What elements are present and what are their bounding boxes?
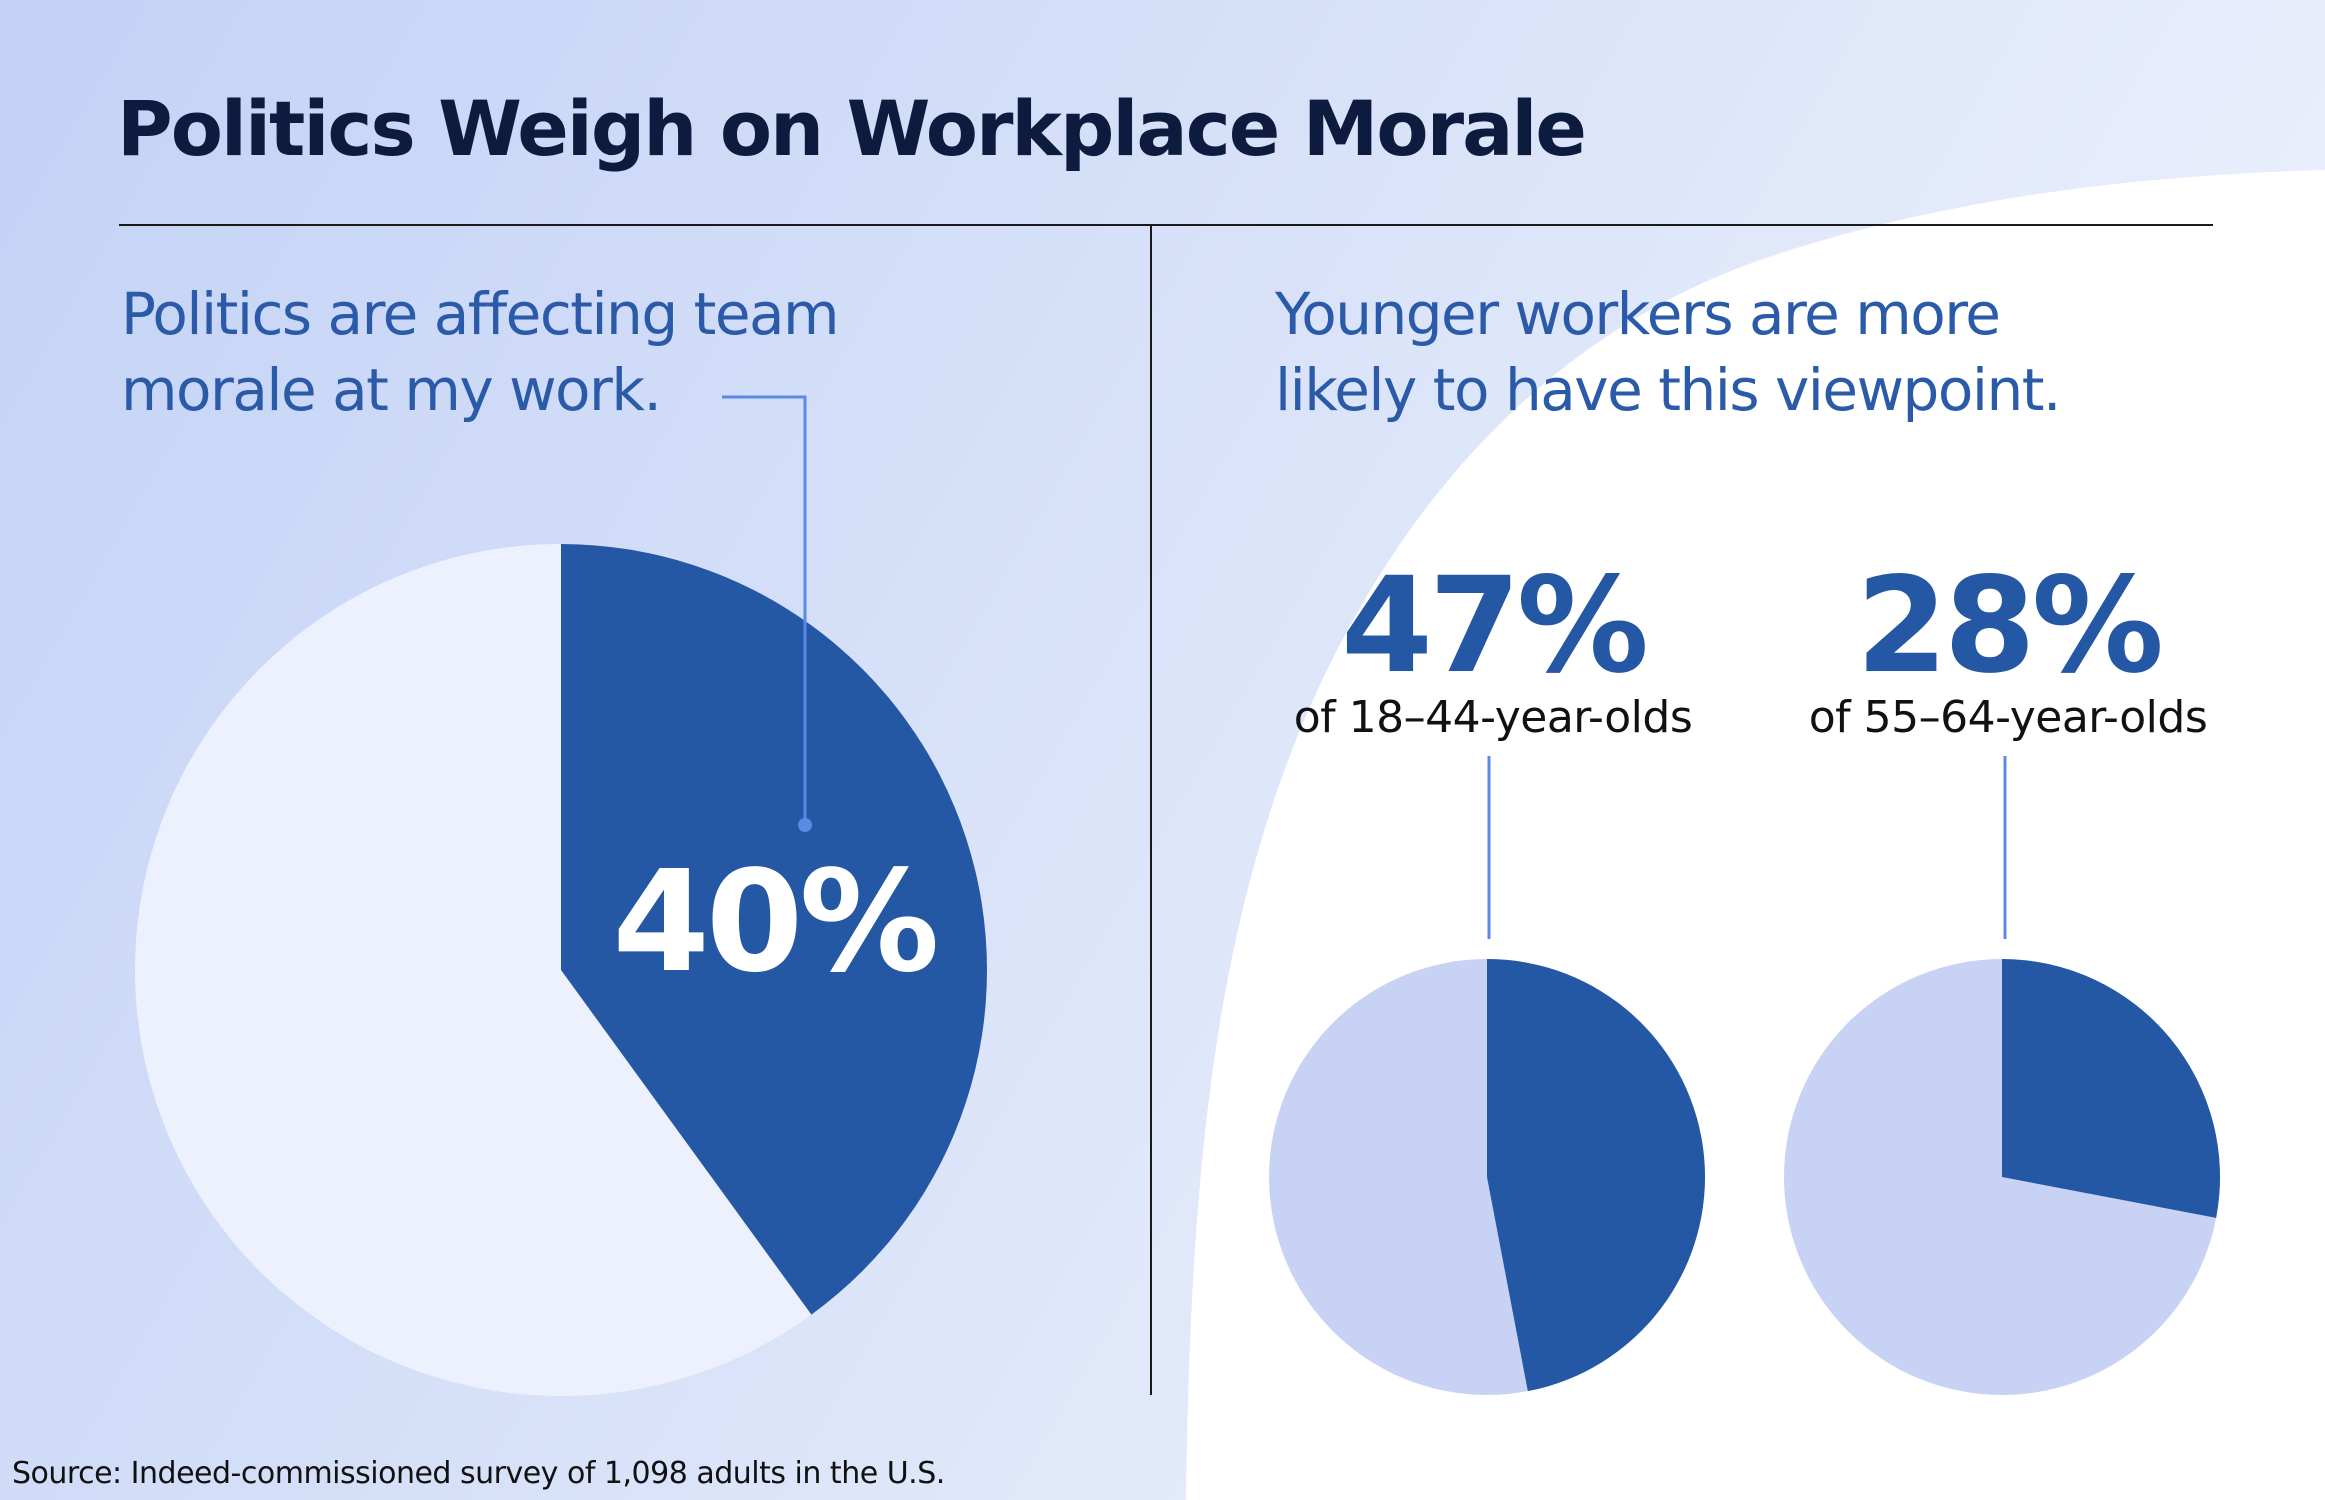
pie-2-caption: of 18–44-year-olds xyxy=(1293,692,1693,743)
pie-2-highlight-slice xyxy=(1487,959,1706,1392)
header-divider xyxy=(119,224,2213,226)
pie-3-percent: 28% xyxy=(1856,549,2164,703)
left-subtitle: Politics are affecting team morale at my… xyxy=(121,276,840,428)
right-subtitle-line2: likely to have this viewpoint. xyxy=(1275,356,2061,424)
main-pie-highlight-slice xyxy=(561,544,988,1315)
right-subtitle: Younger workers are more likely to have … xyxy=(1275,276,2061,428)
main-pie-connector xyxy=(722,395,807,825)
left-subtitle-line2: morale at my work. xyxy=(121,356,662,424)
left-subtitle-line1: Politics are affecting team xyxy=(121,280,840,348)
pie-3-caption: of 55–64-year-olds xyxy=(1808,692,2208,743)
connector-dot xyxy=(798,818,812,832)
pie-2-percent: 47% xyxy=(1341,549,1649,703)
main-pie-percent: 40% xyxy=(612,841,935,1004)
page-title: Politics Weigh on Workplace Morale xyxy=(117,84,1587,173)
source-note: Source: Indeed-commissioned survey of 1,… xyxy=(12,1456,945,1491)
column-divider xyxy=(1150,225,1152,1395)
pie-3-highlight-slice xyxy=(2002,959,2220,1218)
right-subtitle-line1: Younger workers are more xyxy=(1275,280,2001,348)
